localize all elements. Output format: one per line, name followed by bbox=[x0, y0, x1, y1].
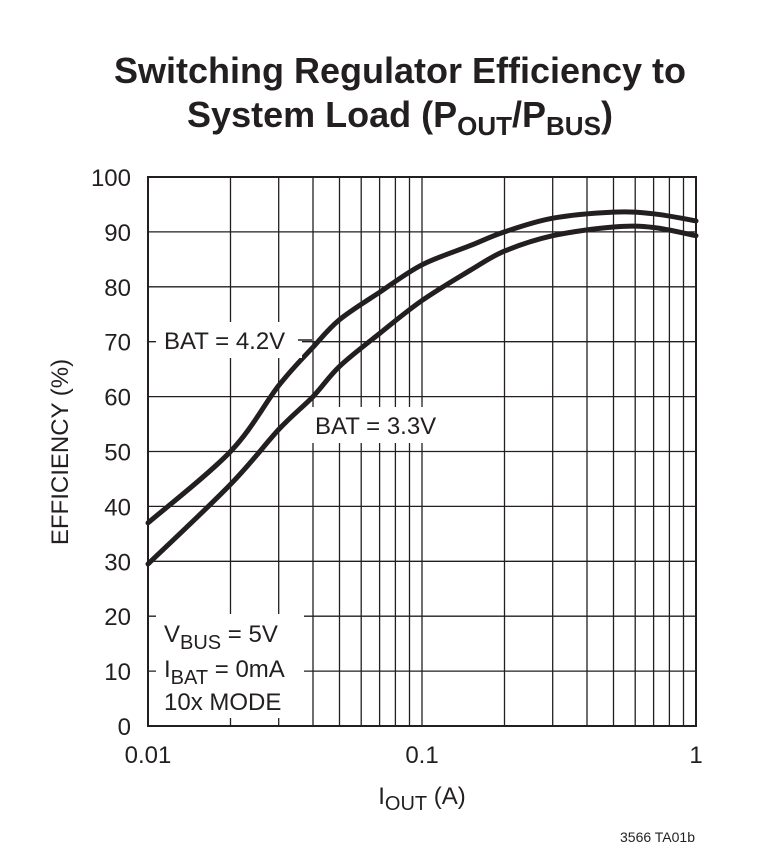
series-label-bg-bat-4.2v bbox=[156, 322, 302, 358]
x-tick-label: 1 bbox=[689, 742, 702, 769]
y-tick-label: 100 bbox=[91, 165, 131, 192]
condition-vbus: VBUS = 5V bbox=[164, 621, 278, 654]
series-line-bat-3.3v bbox=[145, 223, 699, 567]
y-tick-label: 70 bbox=[104, 330, 131, 357]
series-label-bat-3.3v: BAT = 3.3V bbox=[315, 413, 436, 440]
x-tick-label: 0.01 bbox=[125, 742, 172, 769]
y-tick-labels: 0 10 20 30 40 50 60 70 80 90 100 bbox=[91, 165, 131, 741]
series-labels: BAT = 4.2V BAT = 3.3V bbox=[156, 322, 445, 443]
y-axis-label: EFFICIENCY (%) bbox=[47, 359, 74, 545]
y-tick-label: 0 bbox=[118, 714, 131, 741]
y-tick-label: 60 bbox=[104, 385, 131, 412]
y-tick-label: 30 bbox=[104, 549, 131, 576]
condition-mode: 10x MODE bbox=[164, 689, 281, 716]
y-tick-label: 40 bbox=[104, 494, 131, 521]
y-tick-label: 80 bbox=[104, 275, 131, 302]
x-tick-labels: 0.01 0.1 1 bbox=[125, 742, 703, 769]
x-tick-label: 0.1 bbox=[405, 742, 438, 769]
plot-series bbox=[145, 209, 699, 567]
figure-id: 3566 TA01b bbox=[620, 829, 695, 845]
y-tick-label: 90 bbox=[104, 220, 131, 247]
condition-ibat: IBAT = 0mA bbox=[164, 656, 285, 689]
conditions-bg bbox=[156, 614, 304, 718]
x-axis-label: IOUT (A) bbox=[378, 783, 466, 815]
y-tick-label: 50 bbox=[104, 440, 131, 467]
y-tick-label: 10 bbox=[104, 659, 131, 686]
plot-frame bbox=[147, 176, 697, 727]
series-line-bat-4.2v bbox=[145, 209, 699, 526]
series-label-bg-bat-3.3v bbox=[309, 407, 445, 443]
series-label-bat-4.2v: BAT = 4.2V bbox=[164, 328, 285, 355]
chart-title-line1: Switching Regulator Efficiency to bbox=[114, 50, 686, 91]
y-tick-label: 20 bbox=[104, 604, 131, 631]
chart-title-line2: System Load (POUT/PBUS) bbox=[187, 94, 613, 141]
